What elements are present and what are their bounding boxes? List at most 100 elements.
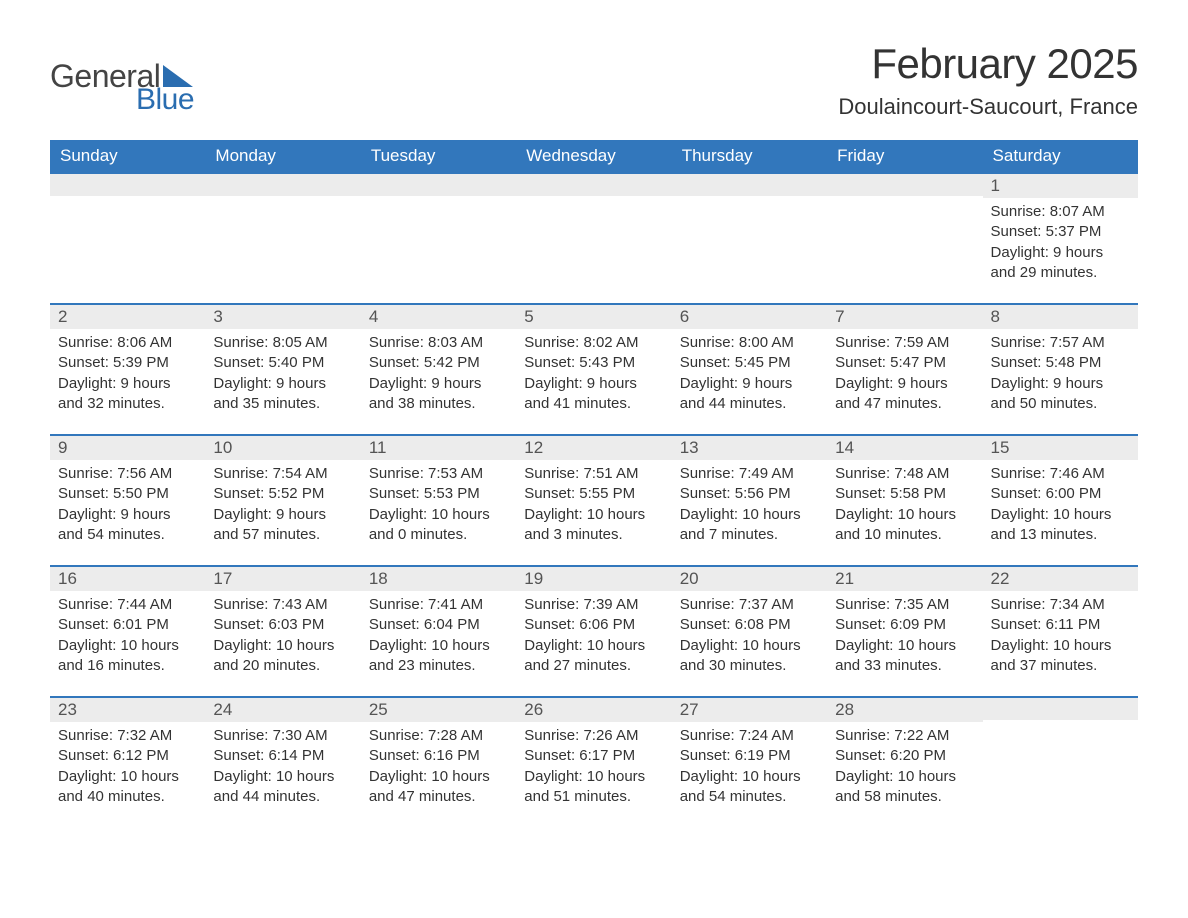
daylight-line-1: Daylight: 10 hours (369, 767, 508, 787)
day-number-band (672, 174, 827, 196)
sunset-line: Sunset: 6:00 PM (991, 484, 1130, 504)
day-body: Sunrise: 8:03 AMSunset: 5:42 PMDaylight:… (361, 329, 516, 434)
day-body (50, 196, 205, 292)
day-number-band: 18 (361, 567, 516, 591)
daylight-line-2: and 27 minutes. (524, 656, 663, 676)
header: General Blue February 2025 Doulaincourt-… (50, 40, 1138, 120)
day-body (361, 196, 516, 292)
sunrise-line: Sunrise: 8:07 AM (991, 202, 1130, 222)
sunset-line: Sunset: 6:17 PM (524, 746, 663, 766)
day-number-band: 7 (827, 305, 982, 329)
daylight-line-2: and 7 minutes. (680, 525, 819, 545)
day-number-band: 13 (672, 436, 827, 460)
day-body: Sunrise: 8:00 AMSunset: 5:45 PMDaylight:… (672, 329, 827, 434)
calendar-cell: 24Sunrise: 7:30 AMSunset: 6:14 PMDayligh… (205, 697, 360, 827)
daylight-line-2: and 16 minutes. (58, 656, 197, 676)
sunset-line: Sunset: 6:20 PM (835, 746, 974, 766)
day-body: Sunrise: 8:05 AMSunset: 5:40 PMDaylight:… (205, 329, 360, 434)
daylight-line-2: and 35 minutes. (213, 394, 352, 414)
sunset-line: Sunset: 6:08 PM (680, 615, 819, 635)
sunset-line: Sunset: 5:42 PM (369, 353, 508, 373)
sunrise-line: Sunrise: 8:00 AM (680, 333, 819, 353)
day-number-band: 14 (827, 436, 982, 460)
daylight-line-1: Daylight: 10 hours (213, 767, 352, 787)
day-number-band: 1 (983, 174, 1138, 198)
day-body: Sunrise: 7:43 AMSunset: 6:03 PMDaylight:… (205, 591, 360, 696)
calendar-cell: 21Sunrise: 7:35 AMSunset: 6:09 PMDayligh… (827, 566, 982, 697)
day-number-band: 6 (672, 305, 827, 329)
sunrise-line: Sunrise: 7:39 AM (524, 595, 663, 615)
calendar-cell: 5Sunrise: 8:02 AMSunset: 5:43 PMDaylight… (516, 304, 671, 435)
day-number-band: 20 (672, 567, 827, 591)
sunrise-line: Sunrise: 8:06 AM (58, 333, 197, 353)
day-body: Sunrise: 7:48 AMSunset: 5:58 PMDaylight:… (827, 460, 982, 565)
calendar-cell: 10Sunrise: 7:54 AMSunset: 5:52 PMDayligh… (205, 435, 360, 566)
daylight-line-2: and 47 minutes. (369, 787, 508, 807)
daylight-line-1: Daylight: 9 hours (680, 374, 819, 394)
day-number-band: 24 (205, 698, 360, 722)
sunset-line: Sunset: 6:16 PM (369, 746, 508, 766)
calendar-day-header: Sunday (50, 140, 205, 173)
sunrise-line: Sunrise: 7:49 AM (680, 464, 819, 484)
day-number-band: 2 (50, 305, 205, 329)
daylight-line-2: and 38 minutes. (369, 394, 508, 414)
sunrise-line: Sunrise: 7:37 AM (680, 595, 819, 615)
daylight-line-2: and 57 minutes. (213, 525, 352, 545)
calendar-cell: 22Sunrise: 7:34 AMSunset: 6:11 PMDayligh… (983, 566, 1138, 697)
sunrise-line: Sunrise: 7:59 AM (835, 333, 974, 353)
sunset-line: Sunset: 6:06 PM (524, 615, 663, 635)
calendar-table: SundayMondayTuesdayWednesdayThursdayFrid… (50, 140, 1138, 827)
day-number-band: 8 (983, 305, 1138, 329)
daylight-line-2: and 20 minutes. (213, 656, 352, 676)
sunset-line: Sunset: 6:01 PM (58, 615, 197, 635)
calendar-day-header: Monday (205, 140, 360, 173)
day-body: Sunrise: 7:46 AMSunset: 6:00 PMDaylight:… (983, 460, 1138, 565)
day-body: Sunrise: 7:49 AMSunset: 5:56 PMDaylight:… (672, 460, 827, 565)
sunrise-line: Sunrise: 7:35 AM (835, 595, 974, 615)
daylight-line-2: and 54 minutes. (58, 525, 197, 545)
day-number-band: 23 (50, 698, 205, 722)
day-body: Sunrise: 7:26 AMSunset: 6:17 PMDaylight:… (516, 722, 671, 827)
sunset-line: Sunset: 5:50 PM (58, 484, 197, 504)
calendar-cell: 26Sunrise: 7:26 AMSunset: 6:17 PMDayligh… (516, 697, 671, 827)
daylight-line-1: Daylight: 9 hours (991, 374, 1130, 394)
day-number-band: 4 (361, 305, 516, 329)
daylight-line-2: and 47 minutes. (835, 394, 974, 414)
day-number-band: 28 (827, 698, 982, 722)
sunrise-line: Sunrise: 7:28 AM (369, 726, 508, 746)
daylight-line-2: and 3 minutes. (524, 525, 663, 545)
day-number-band: 5 (516, 305, 671, 329)
calendar-cell: 23Sunrise: 7:32 AMSunset: 6:12 PMDayligh… (50, 697, 205, 827)
calendar-cell: 19Sunrise: 7:39 AMSunset: 6:06 PMDayligh… (516, 566, 671, 697)
sunrise-line: Sunrise: 7:53 AM (369, 464, 508, 484)
daylight-line-1: Daylight: 10 hours (369, 636, 508, 656)
day-number-band: 25 (361, 698, 516, 722)
daylight-line-1: Daylight: 10 hours (680, 767, 819, 787)
calendar-cell: 8Sunrise: 7:57 AMSunset: 5:48 PMDaylight… (983, 304, 1138, 435)
calendar-day-header: Tuesday (361, 140, 516, 173)
day-body (205, 196, 360, 292)
daylight-line-2: and 44 minutes. (680, 394, 819, 414)
day-number-band (516, 174, 671, 196)
calendar-cell (983, 697, 1138, 827)
sunrise-line: Sunrise: 7:46 AM (991, 464, 1130, 484)
day-number-band: 12 (516, 436, 671, 460)
day-body: Sunrise: 7:28 AMSunset: 6:16 PMDaylight:… (361, 722, 516, 827)
sunset-line: Sunset: 5:45 PM (680, 353, 819, 373)
day-body (827, 196, 982, 292)
daylight-line-2: and 50 minutes. (991, 394, 1130, 414)
calendar-week: 2Sunrise: 8:06 AMSunset: 5:39 PMDaylight… (50, 304, 1138, 435)
day-body (672, 196, 827, 292)
daylight-line-2: and 0 minutes. (369, 525, 508, 545)
sunset-line: Sunset: 5:40 PM (213, 353, 352, 373)
calendar-cell: 20Sunrise: 7:37 AMSunset: 6:08 PMDayligh… (672, 566, 827, 697)
logo-text-blue: Blue (136, 83, 194, 117)
daylight-line-1: Daylight: 9 hours (991, 243, 1130, 263)
calendar-header-row: SundayMondayTuesdayWednesdayThursdayFrid… (50, 140, 1138, 173)
daylight-line-2: and 40 minutes. (58, 787, 197, 807)
sunrise-line: Sunrise: 7:56 AM (58, 464, 197, 484)
title-block: February 2025 Doulaincourt-Saucourt, Fra… (838, 40, 1138, 120)
calendar-cell (205, 173, 360, 304)
sunrise-line: Sunrise: 7:54 AM (213, 464, 352, 484)
daylight-line-1: Daylight: 10 hours (213, 636, 352, 656)
